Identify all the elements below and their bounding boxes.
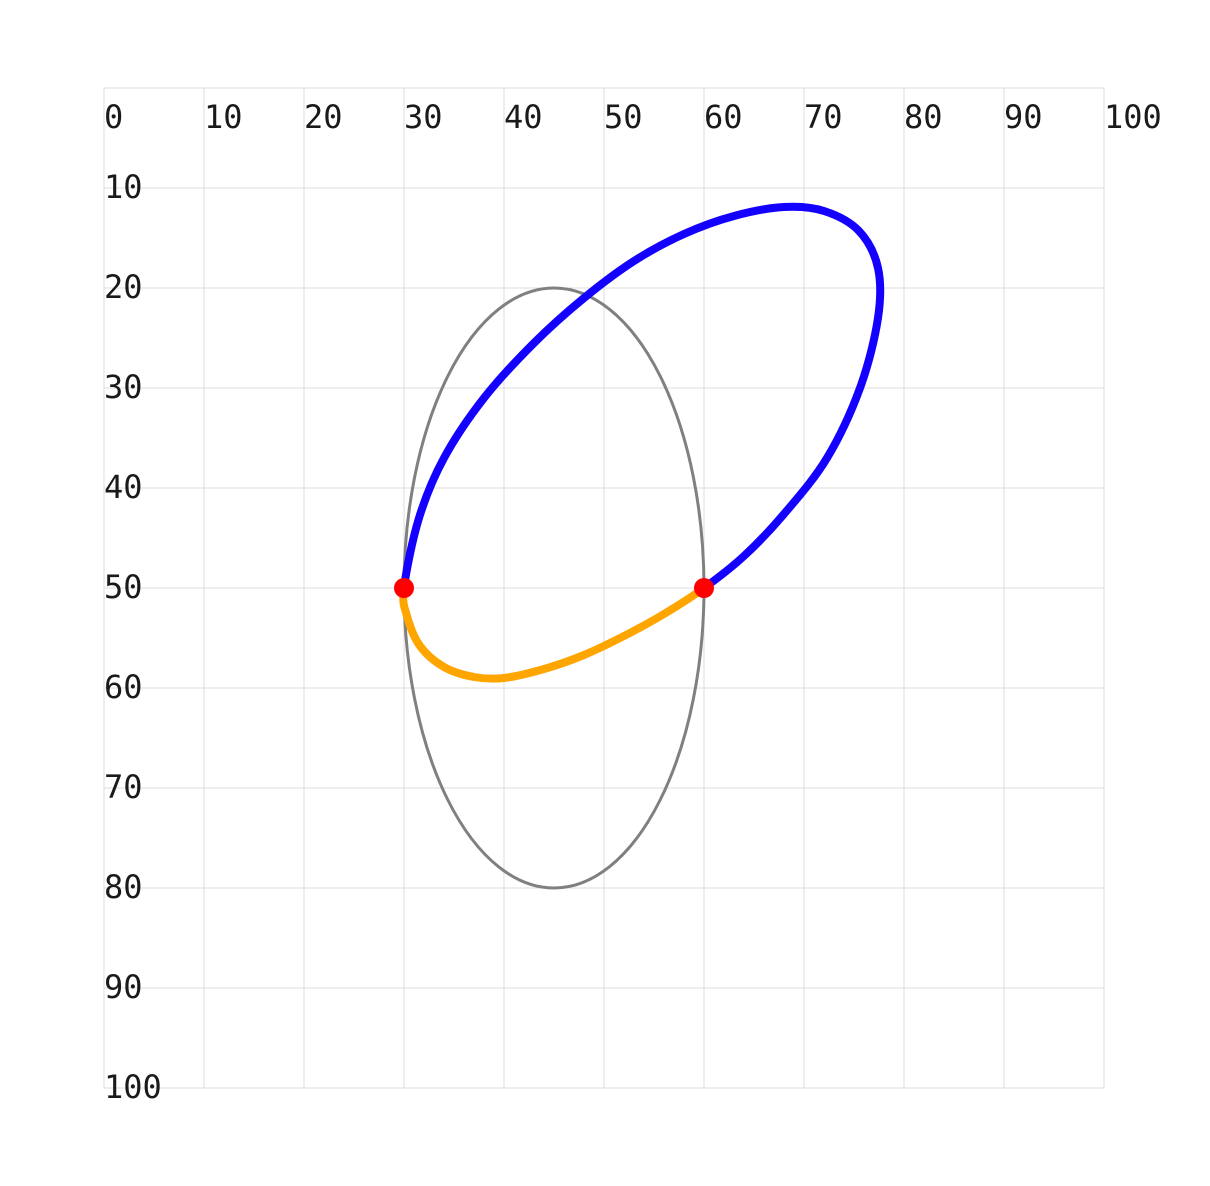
grid xyxy=(103,87,1105,1089)
x-tick-label: 20 xyxy=(304,98,343,136)
y-tick-label: 40 xyxy=(104,468,143,506)
y-tick-label: 80 xyxy=(104,868,143,906)
x-tick-label: 60 xyxy=(704,98,743,136)
tilted-ellipse-lower-arc xyxy=(399,584,708,683)
intersection-point xyxy=(694,578,714,598)
y-tick-label: 90 xyxy=(104,968,143,1006)
y-tick-label: 70 xyxy=(104,768,143,806)
x-axis-tick-labels: 0 10 20 30 40 50 60 70 80 90 100 xyxy=(104,98,1162,136)
y-tick-label: 60 xyxy=(104,668,143,706)
x-tick-label: 50 xyxy=(604,98,643,136)
tilted-ellipse-upper-arc xyxy=(400,202,885,592)
y-tick-label: 50 xyxy=(104,568,143,606)
x-tick-label: 40 xyxy=(504,98,543,136)
x-tick-label: 70 xyxy=(804,98,843,136)
y-tick-label: 100 xyxy=(104,1068,162,1106)
x-tick-label: 90 xyxy=(1004,98,1043,136)
x-tick-label: 80 xyxy=(904,98,943,136)
y-tick-label: 20 xyxy=(104,268,143,306)
x-tick-label: 10 xyxy=(204,98,243,136)
y-axis-tick-labels: 10 20 30 40 50 60 70 80 90 100 xyxy=(104,168,162,1106)
y-tick-label: 10 xyxy=(104,168,143,206)
shapes-layer xyxy=(394,202,885,890)
x-tick-label: 30 xyxy=(404,98,443,136)
x-tick-label: 100 xyxy=(1104,98,1162,136)
x-tick-label: 0 xyxy=(104,98,123,136)
intersection-point xyxy=(394,578,414,598)
y-tick-label: 30 xyxy=(104,368,143,406)
